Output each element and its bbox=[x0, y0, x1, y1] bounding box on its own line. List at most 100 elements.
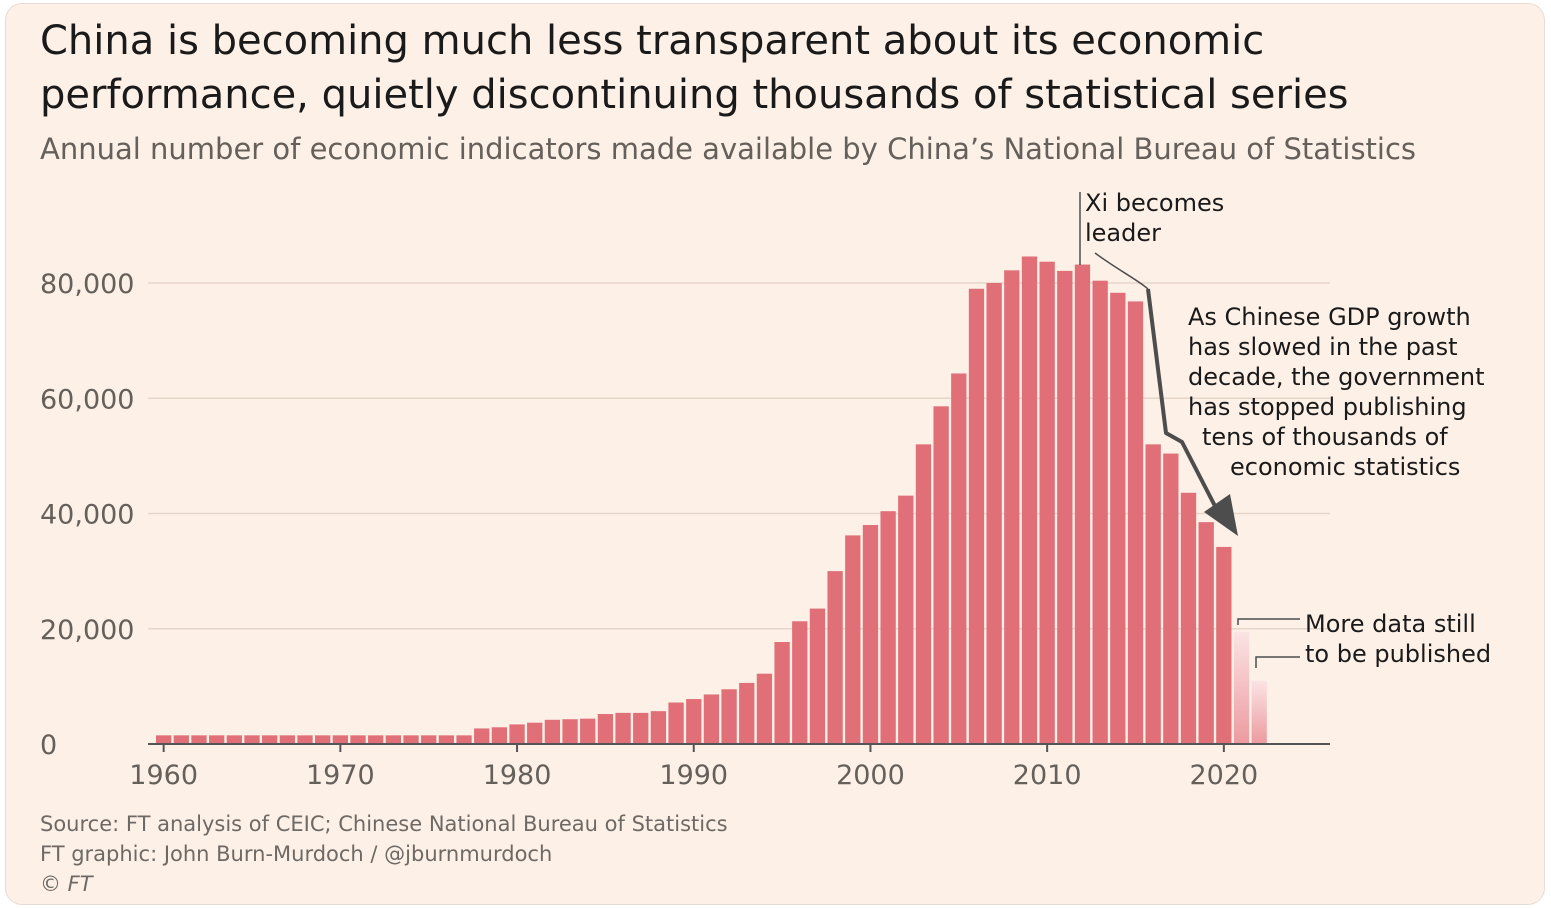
bar-2018 bbox=[1180, 492, 1197, 744]
x-tick-label: 2010 bbox=[1013, 760, 1082, 791]
bar-1984 bbox=[580, 718, 596, 744]
credit-note: FT graphic: John Burn-Murdoch / @jburnmu… bbox=[40, 842, 553, 866]
bar-2014 bbox=[1110, 292, 1126, 744]
y-tick-label: 80,000 bbox=[40, 269, 134, 300]
annotations: Xi becomes leader As Chinese GDP growth … bbox=[1079, 189, 1491, 668]
bar-2007 bbox=[986, 283, 1002, 744]
decline-line2: has slowed in the past bbox=[1188, 333, 1458, 361]
x-tick-label: 2020 bbox=[1189, 760, 1258, 791]
bar-1998 bbox=[827, 571, 843, 744]
decline-line4: has stopped publishing bbox=[1188, 393, 1467, 421]
bar-1971 bbox=[350, 735, 366, 744]
bar-1962 bbox=[191, 735, 207, 744]
bar-2021 bbox=[1233, 631, 1250, 744]
bar-1988 bbox=[650, 711, 667, 744]
bar-1999 bbox=[845, 535, 861, 744]
bar-1987 bbox=[633, 712, 649, 744]
bar-1977 bbox=[456, 735, 472, 744]
bar-1969 bbox=[315, 735, 331, 744]
x-tick-label: 1960 bbox=[129, 760, 198, 791]
bar-1990 bbox=[686, 699, 702, 744]
bar-1963 bbox=[209, 735, 225, 744]
y-tick-label: 60,000 bbox=[40, 384, 134, 415]
bar-2011 bbox=[1057, 270, 1073, 744]
copyright-note: © FT bbox=[40, 872, 93, 896]
bar-1979 bbox=[491, 727, 508, 744]
bars bbox=[156, 256, 1267, 744]
bar-2009 bbox=[1021, 256, 1038, 744]
bar-2003 bbox=[915, 444, 932, 744]
bar-1974 bbox=[403, 735, 419, 744]
bar-2015 bbox=[1127, 301, 1144, 744]
decline-line1: As Chinese GDP growth bbox=[1188, 303, 1471, 331]
chart-title: China is becoming much less transparent … bbox=[40, 18, 1349, 118]
bar-1989 bbox=[668, 702, 684, 744]
decline-arrowhead bbox=[1204, 494, 1238, 536]
bar-1993 bbox=[739, 682, 755, 744]
source-note: Source: FT analysis of CEIC; Chinese Nat… bbox=[40, 812, 728, 836]
bar-1994 bbox=[756, 673, 773, 744]
bar-1972 bbox=[368, 735, 384, 744]
xi-label-line2: leader bbox=[1085, 219, 1161, 247]
bar-2022 bbox=[1251, 680, 1267, 744]
decline-line3: decade, the government bbox=[1188, 363, 1484, 391]
bar-2001 bbox=[880, 511, 896, 744]
pending-line1: More data still bbox=[1305, 610, 1476, 638]
decline-arrow bbox=[1146, 288, 1218, 509]
bar-1965 bbox=[244, 735, 260, 744]
chart-subtitle: Annual number of economic indicators mad… bbox=[40, 132, 1417, 166]
bar-2010 bbox=[1039, 261, 1055, 744]
decline-line5: tens of thousands of bbox=[1202, 423, 1448, 451]
pending-bracket-2022 bbox=[1255, 656, 1300, 668]
x-axis: 1960 1970 1980 1990 2000 2010 2020 bbox=[129, 743, 1330, 791]
bar-1996 bbox=[792, 621, 808, 744]
decline-line6: economic statistics bbox=[1230, 453, 1460, 481]
bar-1968 bbox=[297, 735, 313, 744]
y-tick-label: 0 bbox=[40, 730, 57, 761]
decline-arrow-thin bbox=[1094, 252, 1149, 290]
y-tick-label: 20,000 bbox=[40, 615, 134, 646]
bar-2004 bbox=[933, 406, 949, 744]
y-tick-label: 40,000 bbox=[40, 500, 134, 531]
x-tick-label: 2000 bbox=[836, 760, 905, 791]
bar-1983 bbox=[562, 719, 578, 744]
decline-annotation: As Chinese GDP growth has slowed in the … bbox=[1188, 303, 1484, 481]
bar-1982 bbox=[544, 719, 561, 744]
bar-1986 bbox=[615, 712, 631, 744]
bar-1967 bbox=[279, 735, 295, 744]
bar-1975 bbox=[421, 735, 437, 744]
bar-2019 bbox=[1198, 522, 1214, 744]
bar-1997 bbox=[809, 608, 826, 744]
bar-1961 bbox=[173, 735, 189, 744]
bar-2008 bbox=[1004, 270, 1020, 744]
bar-2000 bbox=[862, 525, 879, 744]
bar-1995 bbox=[774, 642, 790, 744]
chart-card bbox=[6, 4, 1544, 904]
bar-1964 bbox=[226, 735, 242, 744]
bar-2006 bbox=[968, 288, 985, 744]
xi-label-line1: Xi becomes bbox=[1085, 189, 1224, 217]
bar-1966 bbox=[262, 735, 278, 744]
bar-2013 bbox=[1092, 280, 1108, 744]
bar-1992 bbox=[721, 689, 737, 744]
bar-2016 bbox=[1145, 444, 1161, 744]
bar-2002 bbox=[898, 495, 914, 744]
pending-bracket-2021 bbox=[1237, 618, 1300, 625]
bar-2017 bbox=[1163, 453, 1179, 744]
x-tick-label: 1990 bbox=[659, 760, 728, 791]
bar-1991 bbox=[703, 694, 720, 744]
bar-1985 bbox=[597, 714, 614, 744]
y-axis-labels: 0 20,000 40,000 60,000 80,000 bbox=[40, 269, 134, 761]
bar-1973 bbox=[385, 735, 402, 744]
bar-1976 bbox=[438, 735, 455, 744]
bar-1980 bbox=[509, 724, 525, 744]
bar-1978 bbox=[474, 728, 490, 744]
bar-1970 bbox=[332, 735, 348, 744]
bar-2005 bbox=[951, 373, 967, 744]
x-tick-label: 1980 bbox=[483, 760, 552, 791]
bar-2012 bbox=[1074, 264, 1091, 744]
pending-line2: to be published bbox=[1305, 640, 1491, 668]
bar-1960 bbox=[156, 735, 172, 744]
x-tick-label: 1970 bbox=[306, 760, 375, 791]
